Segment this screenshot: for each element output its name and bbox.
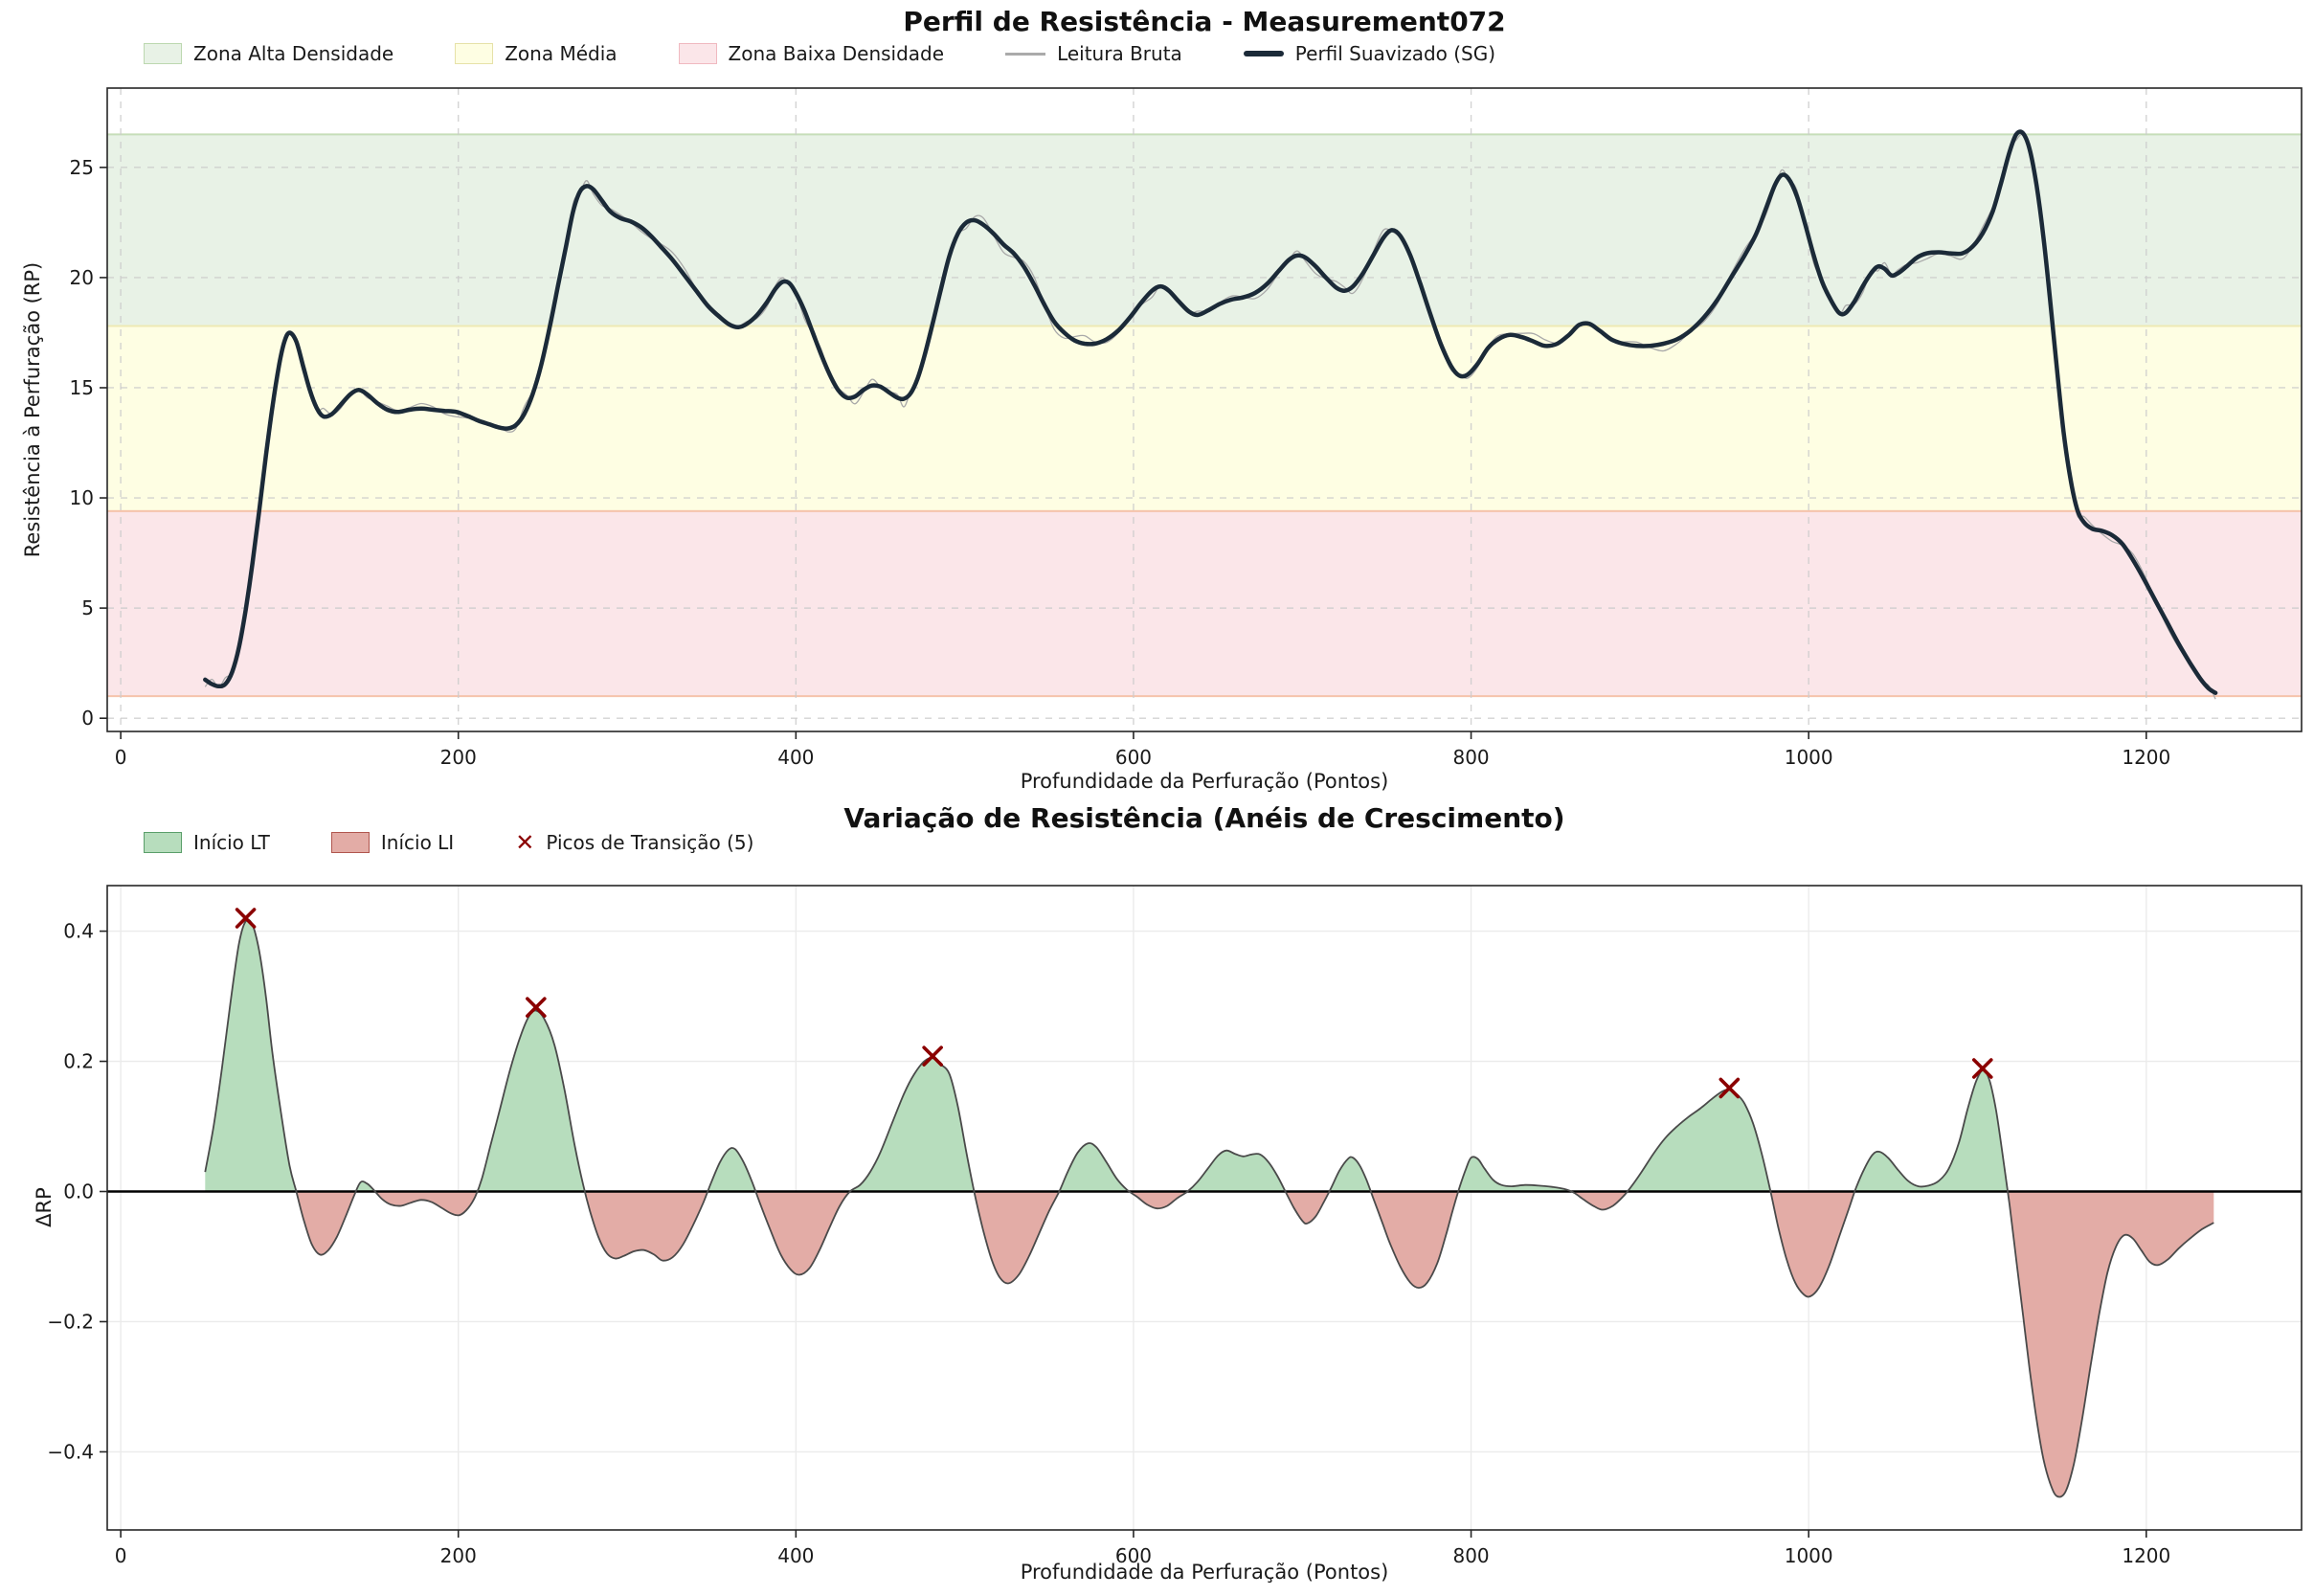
svg-text:0.4: 0.4 <box>63 920 94 943</box>
legend-item: Início LT <box>144 831 270 854</box>
legend-item: Zona Baixa Densidade <box>678 42 945 65</box>
legend-thick-line-icon <box>1243 51 1284 56</box>
svg-text:15: 15 <box>70 376 94 399</box>
svg-text:0.0: 0.0 <box>63 1180 94 1203</box>
svg-text:1200: 1200 <box>2122 746 2170 769</box>
legend-label: Início LT <box>193 831 270 854</box>
svg-text:200: 200 <box>440 746 477 769</box>
svg-text:600: 600 <box>1115 1544 1152 1567</box>
svg-text:25: 25 <box>70 156 94 179</box>
legend-patch-swatch <box>678 43 717 64</box>
svg-text:0: 0 <box>115 746 127 769</box>
legend-line-icon <box>1005 52 1046 56</box>
legend-label: Zona Alta Densidade <box>193 42 394 65</box>
peak-markers <box>235 908 1993 1099</box>
legend-item: Perfil Suavizado (SG) <box>1243 42 1496 65</box>
bottom-yaxis-label: ΔRP <box>33 1187 56 1227</box>
bottom-chart-title: Variação de Resistência (Anéis de Cresci… <box>843 802 1565 834</box>
legend-patch-swatch <box>455 43 494 64</box>
legend-item: Início LI <box>330 831 455 854</box>
area-positive <box>205 919 2214 1192</box>
svg-text:0: 0 <box>115 1544 127 1567</box>
legend-item: Leitura Bruta <box>1005 42 1182 65</box>
bottom-plot-svg: 0 200 400 600 800 1000 1200 0.4 0.2 0.0 −0.2 −0.4 <box>47 885 2303 1567</box>
legend-item: Zona Média <box>455 42 618 65</box>
tick-layer: 0 200 400 600 800 1000 1200 0.4 0.2 0.0 −0.2 −0.4 <box>47 920 2170 1567</box>
bottom-xaxis-label: Profundidade da Perfuração (Pontos) <box>1020 1561 1389 1584</box>
area-negative <box>296 1191 2214 1497</box>
svg-text:5: 5 <box>81 596 94 619</box>
svg-text:10: 10 <box>70 486 94 509</box>
svg-text:800: 800 <box>1452 1544 1489 1567</box>
legend-label: Início LI <box>380 831 455 854</box>
zones-layer <box>107 133 2302 698</box>
top-plot-svg: 0 200 400 600 800 1000 1200 0 5 10 15 20 25 <box>70 87 2303 769</box>
delta-curve <box>204 918 2214 1498</box>
svg-text:20: 20 <box>70 266 94 289</box>
svg-text:1000: 1000 <box>1785 1544 1833 1567</box>
svg-text:0: 0 <box>81 707 94 730</box>
legend-label: Picos de Transição (5) <box>546 831 754 854</box>
legend-label: Zona Média <box>505 42 618 65</box>
svg-text:400: 400 <box>777 746 814 769</box>
legend-patch-swatch <box>144 832 182 853</box>
svg-text:1200: 1200 <box>2122 1544 2170 1567</box>
grid-layer <box>107 886 2302 1530</box>
legend-patch-swatch <box>330 832 370 853</box>
legend-label: Zona Baixa Densidade <box>728 42 945 65</box>
plot-border <box>106 885 2303 1531</box>
x-marker-icon: ✕ <box>515 829 535 856</box>
legend-label: Leitura Bruta <box>1057 42 1182 65</box>
top-chart-title: Perfil de Resistência - Measurement072 <box>903 6 1506 37</box>
legend-label: Perfil Suavizado (SG) <box>1294 42 1496 65</box>
plot-border <box>106 87 2303 732</box>
legend-item: Zona Alta Densidade <box>144 42 393 65</box>
svg-text:1000: 1000 <box>1785 746 1833 769</box>
svg-text:−0.2: −0.2 <box>47 1310 94 1333</box>
svg-text:400: 400 <box>777 1544 814 1567</box>
top-yaxis-label: Resistência à Perfuração (RP) <box>21 261 44 558</box>
svg-text:0.2: 0.2 <box>63 1050 94 1073</box>
legend-patch-swatch <box>144 43 182 64</box>
smoothed-line <box>203 129 2218 695</box>
grid-layer <box>107 88 2302 731</box>
top-xaxis-label: Profundidade da Perfuração (Pontos) <box>1020 770 1389 793</box>
bottom-chart-legend: Início LT Início LI ✕ Picos de Transição (5… <box>144 831 753 854</box>
svg-text:−0.4: −0.4 <box>47 1440 94 1463</box>
legend-item: ✕ Picos de Transição (5) <box>515 831 753 854</box>
tick-layer: 0 200 400 600 800 1000 1200 0 5 10 15 20 25 <box>70 156 2171 769</box>
svg-text:800: 800 <box>1452 746 1489 769</box>
top-chart-legend: Zona Alta Densidade Zona Média Zona Baixa … <box>144 42 1495 65</box>
svg-text:200: 200 <box>440 1544 477 1567</box>
svg-text:600: 600 <box>1115 746 1152 769</box>
